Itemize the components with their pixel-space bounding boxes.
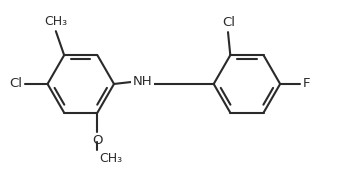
Text: F: F xyxy=(302,78,310,90)
Text: Cl: Cl xyxy=(222,16,235,29)
Text: CH₃: CH₃ xyxy=(44,15,67,28)
Text: CH₃: CH₃ xyxy=(99,152,122,165)
Text: Cl: Cl xyxy=(10,78,23,90)
Text: O: O xyxy=(92,134,103,147)
Text: NH: NH xyxy=(133,75,152,88)
